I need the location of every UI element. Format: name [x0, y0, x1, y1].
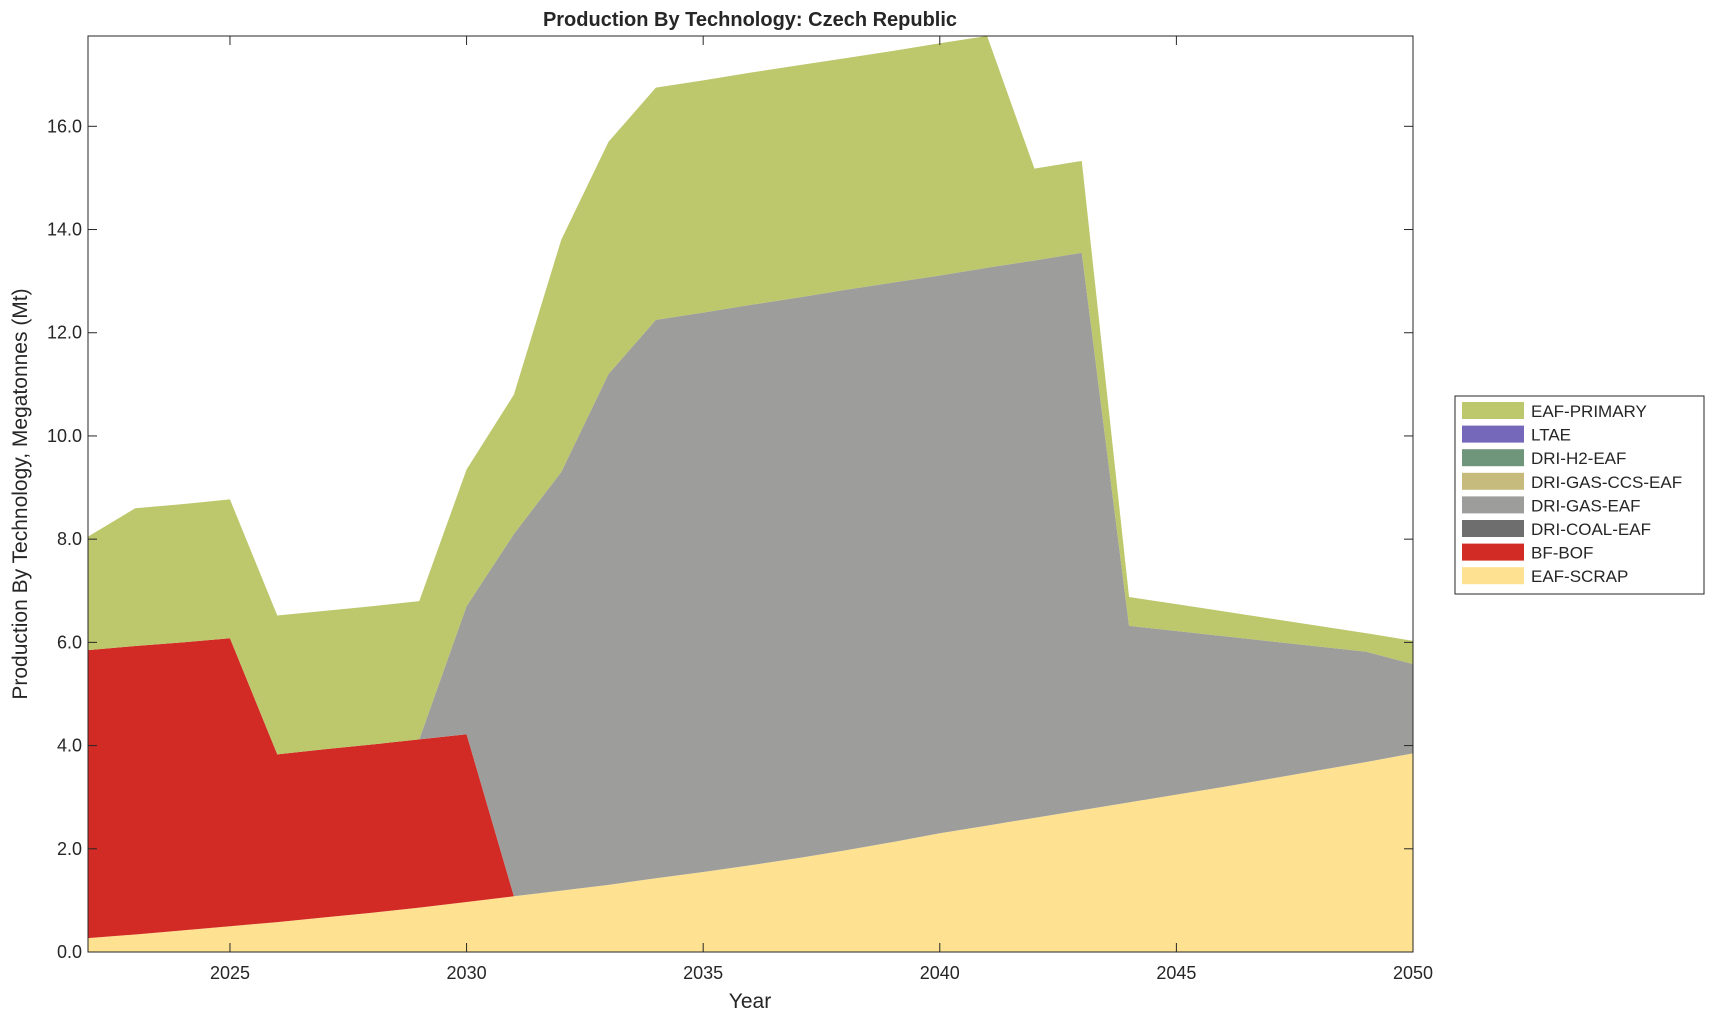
- legend-swatch: [1462, 449, 1524, 467]
- x-tick-label: 2045: [1156, 963, 1196, 983]
- legend-label: DRI-GAS-EAF: [1531, 496, 1641, 515]
- y-tick-label: 12.0: [47, 323, 82, 343]
- area-layers: [88, 36, 1413, 952]
- legend-swatch: [1462, 520, 1524, 537]
- area-eaf-primary: [88, 36, 1413, 755]
- x-tick-label: 2040: [920, 963, 960, 983]
- plot-frame: [87, 35, 1414, 953]
- y-tick-label: 2.0: [57, 839, 82, 859]
- x-axis-label: Year: [729, 990, 771, 1013]
- legend-item: DRI-H2-EAF: [1462, 449, 1626, 468]
- y-axis-label: Production By Technology, Megatonnes (Mt…: [9, 288, 32, 699]
- legend-item: BF-BOF: [1462, 543, 1593, 563]
- x-tick-label: 2025: [210, 963, 250, 983]
- x-tick-label: 2035: [683, 963, 723, 983]
- area-eaf-scrap: [88, 753, 1413, 952]
- y-tick-label: 10.0: [47, 426, 82, 446]
- legend-swatch: [1462, 425, 1524, 443]
- legend: EAF-PRIMARY LTAE DRI-H2-EAF DRI-GAS-CCS-EAF…: [1454, 395, 1705, 595]
- legend-label: DRI-H2-EAF: [1531, 449, 1626, 468]
- legend-label: BF-BOF: [1531, 544, 1593, 563]
- legend-label: EAF-SCRAP: [1531, 567, 1628, 586]
- legend-item: DRI-GAS-EAF: [1462, 496, 1641, 515]
- legend-label: EAF-PRIMARY: [1531, 402, 1647, 421]
- legend-swatch: [1462, 472, 1524, 490]
- legend-swatch: [1462, 567, 1524, 585]
- chart-title: Production By Technology: Czech Republic: [543, 9, 957, 31]
- area-dri-gas-eaf: [88, 252, 1413, 897]
- y-tick-label: 16.0: [47, 116, 82, 136]
- y-tick-label: 14.0: [47, 220, 82, 240]
- y-tick-label: 8.0: [57, 529, 82, 549]
- legend-item: DRI-GAS-CCS-EAF: [1462, 472, 1682, 492]
- legend-label: LTAE: [1531, 426, 1571, 445]
- legend-label: DRI-GAS-CCS-EAF: [1531, 473, 1682, 492]
- legend-item: EAF-SCRAP: [1462, 567, 1628, 586]
- legend-swatch: [1462, 496, 1524, 514]
- legend-item: LTAE: [1462, 425, 1571, 445]
- axis-ticks: 2025 2030 2035 2040 2045 2050 0.0 2.0 4.0 6.0 8.0 1…: [47, 36, 1433, 983]
- legend-item: EAF-PRIMARY: [1462, 402, 1647, 421]
- x-tick-label: 2030: [447, 963, 487, 983]
- legend-item: DRI-COAL-EAF: [1462, 520, 1651, 539]
- legend-swatch: [1462, 402, 1524, 419]
- legend-label: DRI-COAL-EAF: [1531, 520, 1651, 539]
- y-tick-label: 4.0: [57, 736, 82, 756]
- y-tick-label: 0.0: [57, 942, 82, 962]
- x-tick-label: 2050: [1393, 963, 1433, 983]
- area-bf-bof: [88, 638, 1413, 939]
- legend-swatch: [1462, 543, 1524, 561]
- y-tick-label: 6.0: [57, 632, 82, 652]
